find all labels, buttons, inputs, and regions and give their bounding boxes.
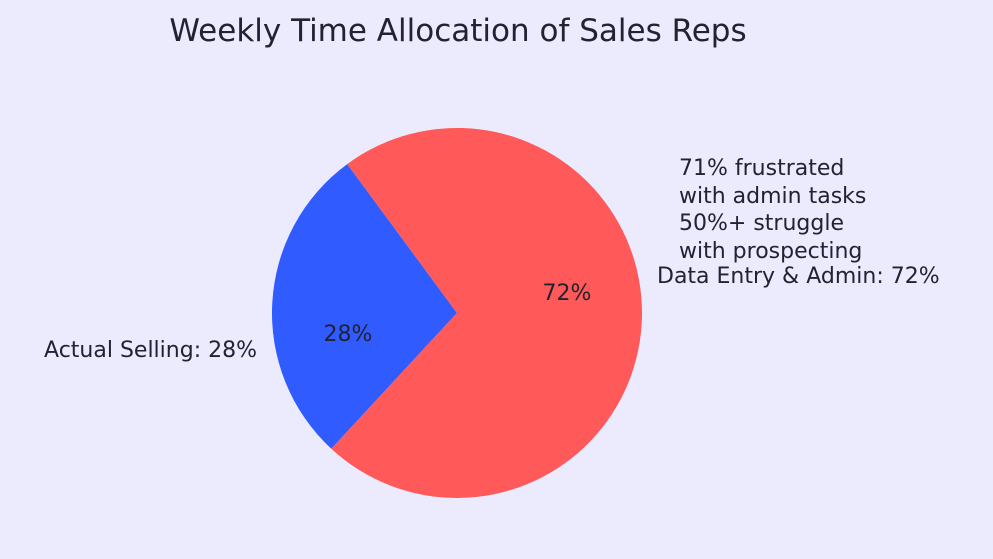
chart-title: Weekly Time Allocation of Sales Reps <box>169 13 746 49</box>
inner-label-data-entry-admin: 72% <box>543 281 592 306</box>
outer-label-data-entry-admin: Data Entry & Admin: 72% <box>657 264 940 289</box>
pie-slice-data-entry-admin <box>331 127 642 498</box>
annotation-box: 71% frustrated with admin tasks 50%+ str… <box>679 156 866 264</box>
pie-slices <box>271 127 642 498</box>
outer-label-actual-selling: Actual Selling: 28% <box>44 338 257 363</box>
annotation-line-2: with admin tasks <box>679 184 866 209</box>
inner-label-actual-selling: 28% <box>324 322 373 347</box>
annotation-line-1: 71% frustrated <box>679 156 844 181</box>
annotation-line-3: 50%+ struggle <box>679 211 844 236</box>
pie-slice-actual-selling <box>271 164 457 449</box>
annotation-line-4: with prospecting <box>679 239 862 264</box>
